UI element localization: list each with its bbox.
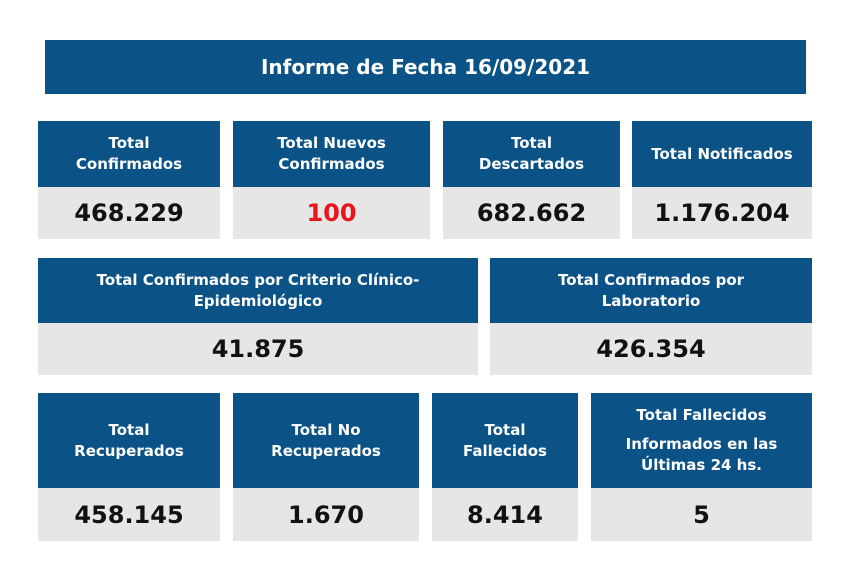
card-value: 426.354	[490, 323, 812, 375]
card-total-confirmados: Total Confirmados 468.229	[38, 121, 220, 239]
card-confirmados-criterio-clinico: Total Confirmados por Criterio Clínico- …	[38, 258, 478, 375]
card-total-recuperados: Total Recuperados 458.145	[38, 393, 220, 541]
card-label: Total Fallecidos	[636, 406, 767, 424]
card-confirmados-laboratorio: Total Confirmados por Laboratorio 426.35…	[490, 258, 812, 375]
report-title-bar: Informe de Fecha 16/09/2021	[45, 40, 806, 94]
card-label: Últimas 24 hs.	[641, 456, 762, 474]
card-label: Total	[484, 420, 526, 439]
card-label: Confirmados	[278, 155, 385, 173]
card-value: 8.414	[432, 488, 578, 541]
card-value: 458.145	[38, 488, 220, 541]
card-label: Total	[108, 134, 150, 152]
card-total-notificados: Total Notificados 1.176.204	[632, 121, 812, 239]
card-value: 41.875	[38, 323, 478, 375]
card-total-descartados: Total Descartados 682.662	[443, 121, 620, 239]
card-value: 468.229	[38, 187, 220, 239]
card-value: 100	[233, 187, 430, 239]
card-label: Total Confirmados por	[557, 270, 745, 289]
card-label: Total	[511, 134, 552, 152]
card-total-no-recuperados: Total No Recuperados 1.670	[233, 393, 419, 541]
card-label: Total	[108, 420, 150, 439]
card-value: 1.670	[233, 488, 419, 541]
card-label: Confirmados	[75, 155, 183, 173]
card-label: Recuperados	[271, 441, 381, 460]
card-label: Fallecidos	[463, 441, 547, 460]
card-label: Laboratorio	[601, 291, 701, 310]
card-label: Total Confirmados por Criterio Clínico-	[96, 270, 420, 289]
card-total-fallecidos: Total Fallecidos 8.414	[432, 393, 578, 541]
card-total-nuevos-confirmados: Total Nuevos Confirmados 100	[233, 121, 430, 239]
card-label: Epidemiológico	[193, 291, 323, 310]
card-label: Total No	[291, 420, 361, 439]
card-label: Recuperados	[74, 441, 184, 460]
card-label: Total Nuevos	[277, 134, 386, 152]
card-value: 682.662	[443, 187, 620, 239]
card-label: Descartados	[478, 155, 585, 173]
report-title: Informe de Fecha 16/09/2021	[260, 55, 591, 79]
card-fallecidos-ultimas-24hs: Total Fallecidos Informados en las Últim…	[591, 393, 812, 541]
card-value: 1.176.204	[632, 187, 812, 239]
card-label: Informados en las	[625, 435, 778, 453]
card-label: Total Notificados	[651, 144, 793, 163]
card-value: 5	[591, 488, 812, 541]
